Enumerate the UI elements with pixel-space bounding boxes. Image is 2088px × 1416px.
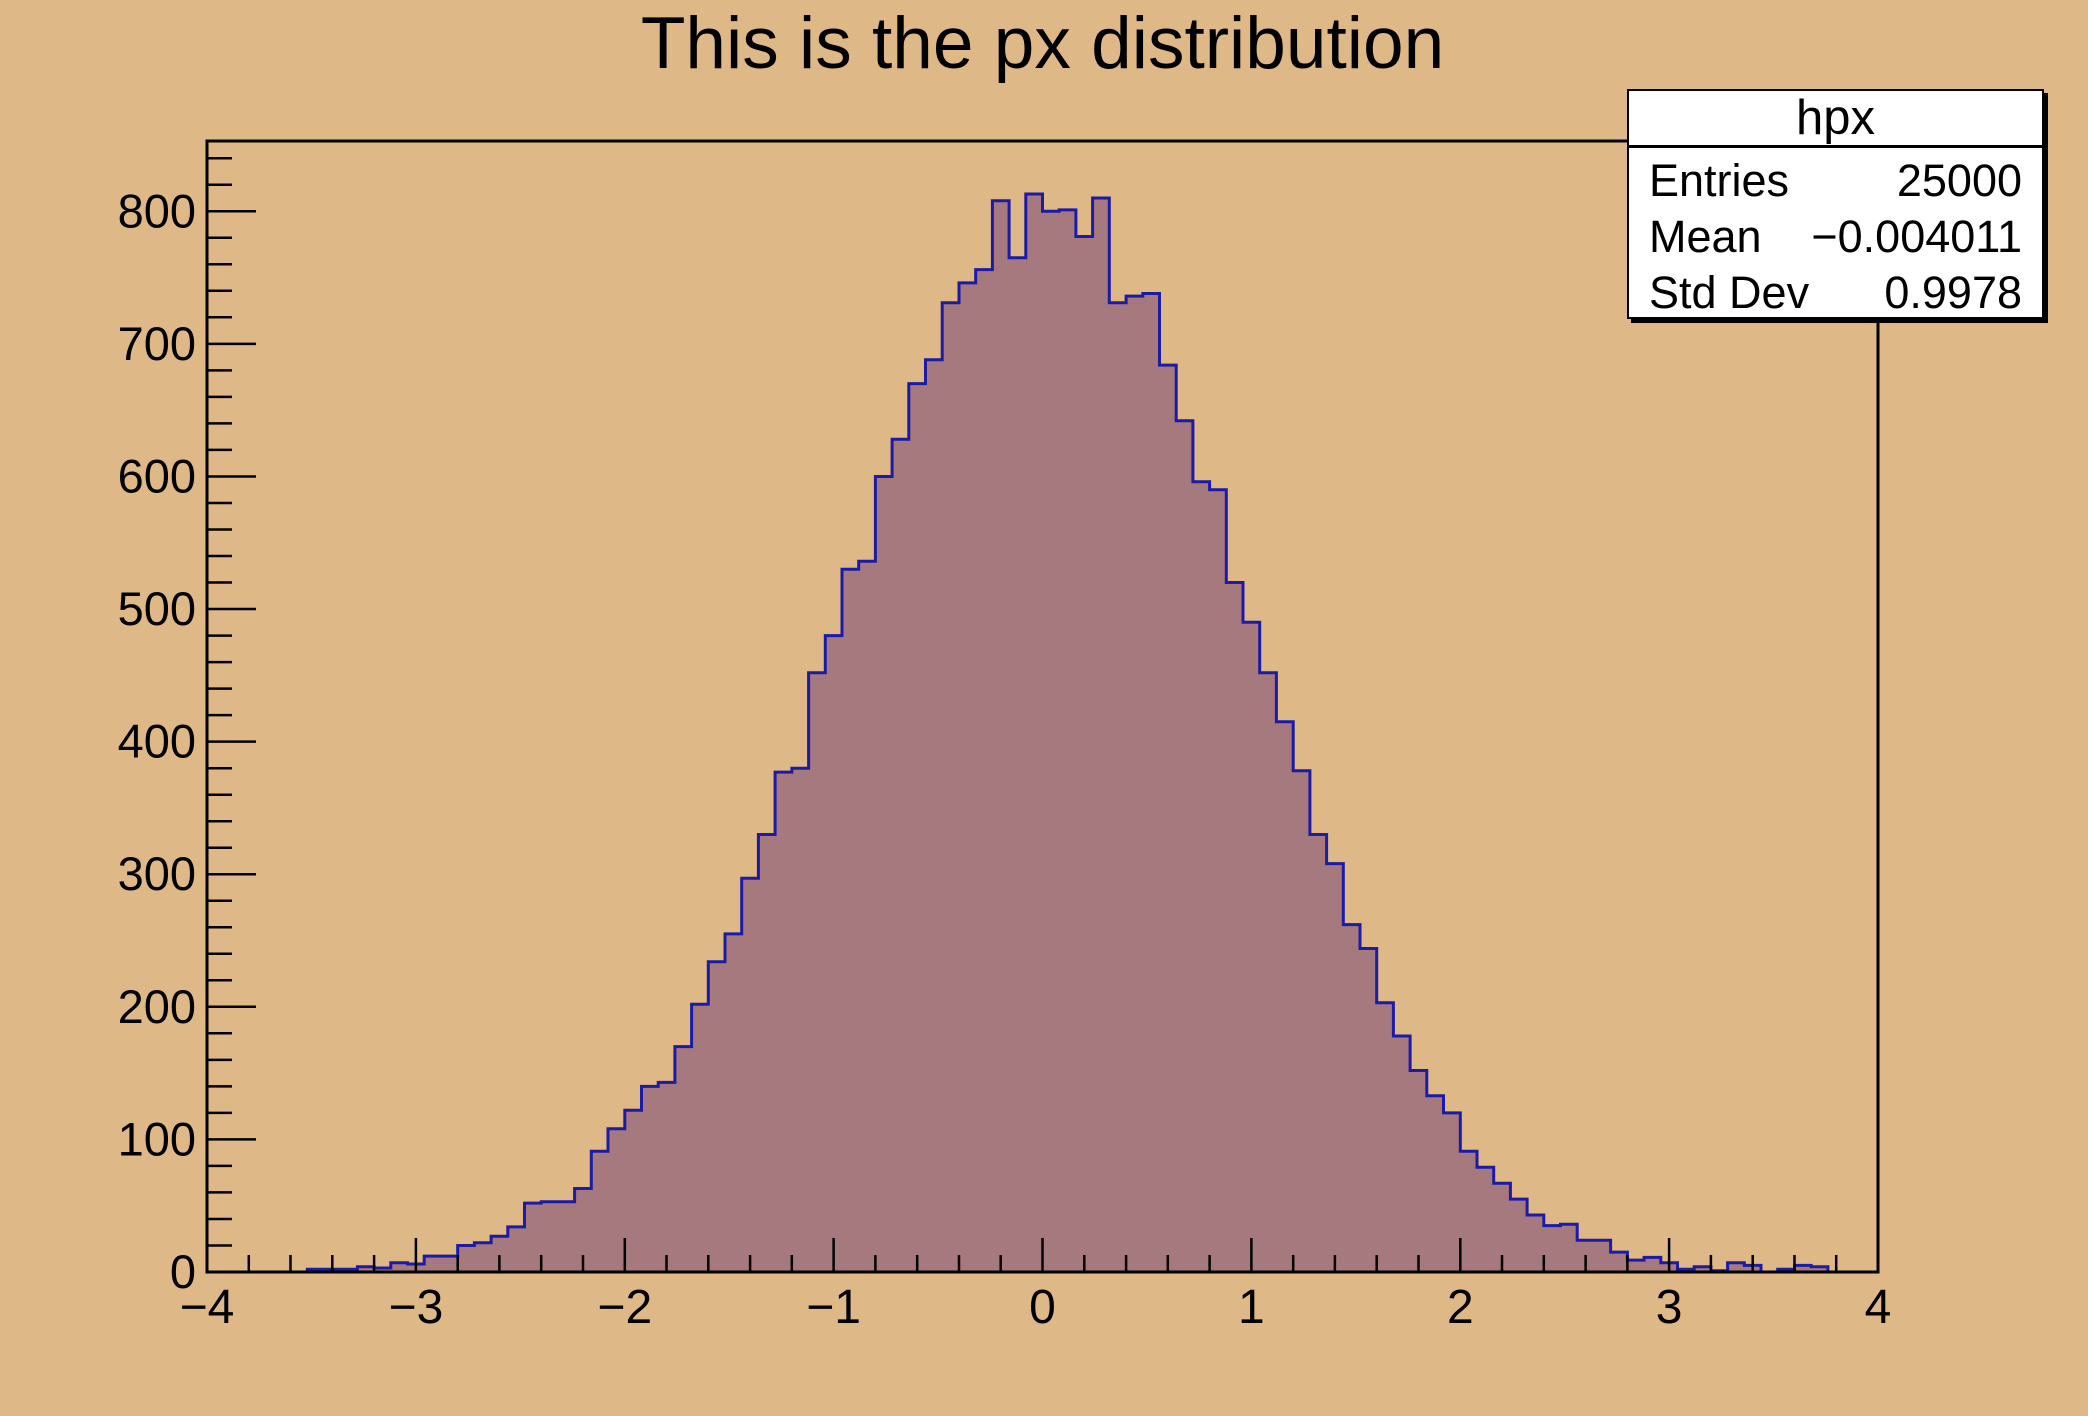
x-tick-label: −2 [597, 1281, 652, 1334]
x-tick-label: −1 [806, 1281, 861, 1334]
stats-value-entries: 25000 [1896, 155, 2022, 206]
x-tick-label: 1 [1238, 1281, 1265, 1334]
y-tick-label: 100 [118, 1112, 196, 1165]
stats-label-entries: Entries [1649, 155, 1790, 206]
y-tick-label: 600 [118, 450, 196, 503]
y-tick-label: 0 [170, 1245, 196, 1298]
x-tick-label: 4 [1865, 1281, 1892, 1334]
y-tick-label: 200 [118, 980, 196, 1033]
stats-row-stddev: Std Dev 0.9978 [1629, 265, 2042, 321]
stats-rows: Entries 25000 Mean −0.004011 Std Dev 0.9… [1629, 148, 2042, 321]
stats-label-stddev: Std Dev [1649, 267, 1810, 318]
histogram-hpx [207, 192, 1878, 1274]
stats-row-mean: Mean −0.004011 [1629, 209, 2042, 265]
y-tick-label: 800 [118, 184, 196, 237]
y-tick-label: 500 [118, 582, 196, 635]
x-tick-label: −3 [389, 1281, 444, 1334]
y-tick-label: 700 [118, 317, 196, 370]
y-tick-label: 400 [118, 715, 196, 768]
stats-label-mean: Mean [1649, 211, 1762, 262]
stats-value-mean: −0.004011 [1811, 211, 2022, 262]
x-tick-label: 3 [1656, 1281, 1683, 1334]
stats-box: hpx Entries 25000 Mean −0.004011 Std Dev… [1627, 89, 2044, 319]
x-tick-label: 0 [1029, 1281, 1056, 1334]
x-tick-label: −4 [180, 1281, 235, 1334]
plot-frame [205, 139, 1880, 1274]
stats-title: hpx [1629, 91, 2042, 148]
y-tick-label: 300 [118, 847, 196, 900]
stats-value-stddev: 0.9978 [1884, 267, 2022, 318]
chart-title: This is the px distribution [640, 3, 1445, 84]
stats-row-entries: Entries 25000 [1629, 153, 2042, 209]
x-tick-label: 2 [1447, 1281, 1474, 1334]
